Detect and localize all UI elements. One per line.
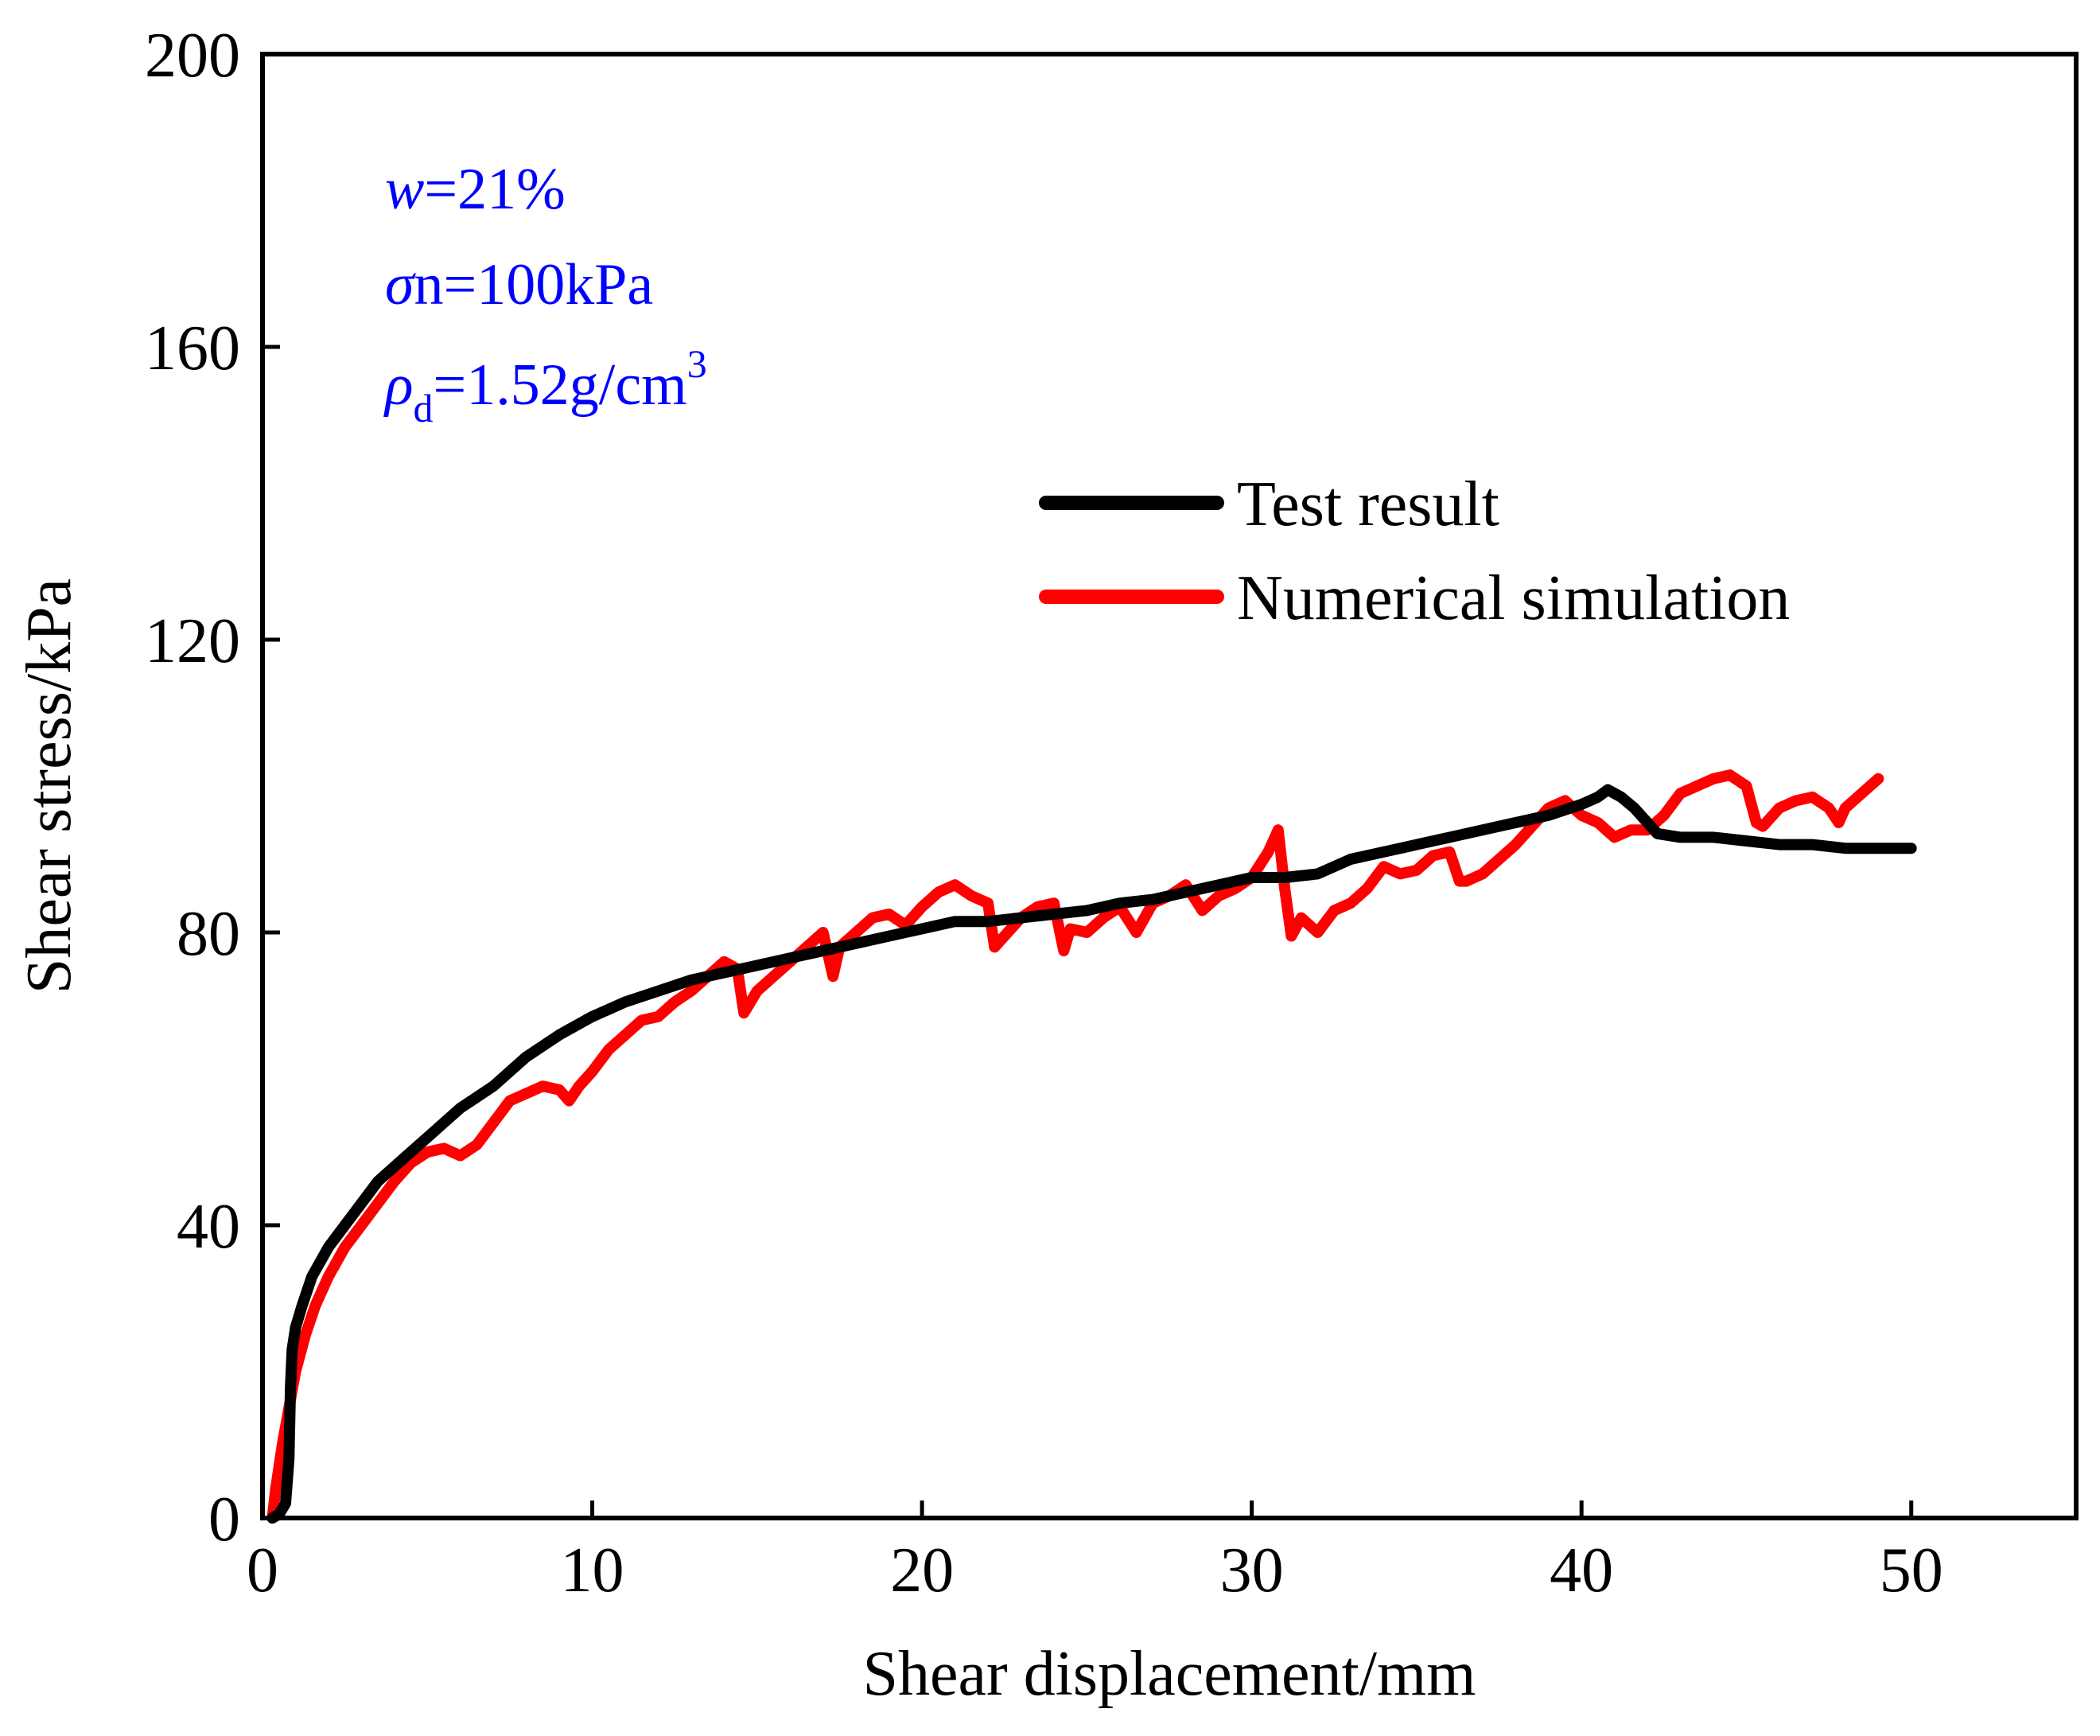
annotation-rho-value: =1.52g/cm	[434, 352, 687, 418]
annotation-sigma-value: n=100kPa	[414, 252, 654, 317]
x-tick-label: 0	[247, 1536, 278, 1606]
legend-label-test-result: Test result	[1237, 469, 1499, 539]
y-tick-label: 160	[145, 313, 240, 383]
annotation-rho-superscript: 3	[687, 341, 707, 386]
y-tick-label: 80	[177, 899, 240, 969]
series-line-numerical-simulation	[266, 769, 1884, 1524]
x-tick-label: 40	[1550, 1536, 1613, 1606]
annotation-dry-density: ρd=1.52g/cm3	[383, 341, 707, 430]
y-axis-title: Shear stress/kPa	[14, 578, 84, 994]
x-tick-label: 30	[1220, 1536, 1284, 1606]
y-axis-ticks: 0 40 80 120 160 200	[145, 21, 280, 1555]
y-tick-label: 0	[208, 1485, 240, 1555]
y-tick-label: 120	[145, 606, 240, 676]
legend-label-numerical-simulation: Numerical simulation	[1237, 563, 1790, 633]
legend: Test result Numerical simulation	[1039, 469, 1790, 633]
annotation-rho-subscript: d	[414, 386, 434, 430]
x-axis-ticks: 0 10 20 30 40 50	[247, 1501, 1943, 1606]
annotation-w-symbol: w	[385, 157, 424, 222]
annotation-normal-stress: σn=100kPa	[385, 252, 653, 317]
plot-area-frame	[260, 52, 2079, 1520]
x-tick-label: 10	[561, 1536, 624, 1606]
parameter-annotation: w=21% σn=100kPa ρd=1.52g/cm3	[383, 157, 707, 430]
annotation-water-content: w=21%	[385, 157, 566, 222]
y-tick-label: 40	[177, 1192, 240, 1262]
annotation-w-value: =21%	[424, 157, 565, 222]
series-layer	[266, 769, 1917, 1524]
x-axis-title: Shear displacement/mm	[863, 1639, 1476, 1709]
y-tick-label: 200	[145, 21, 240, 91]
annotation-rho-symbol: ρ	[383, 352, 414, 418]
series-line-test-result	[266, 784, 1917, 1524]
x-tick-label: 20	[890, 1536, 954, 1606]
annotation-sigma-symbol: σ	[385, 252, 416, 317]
x-tick-label: 50	[1880, 1536, 1943, 1606]
